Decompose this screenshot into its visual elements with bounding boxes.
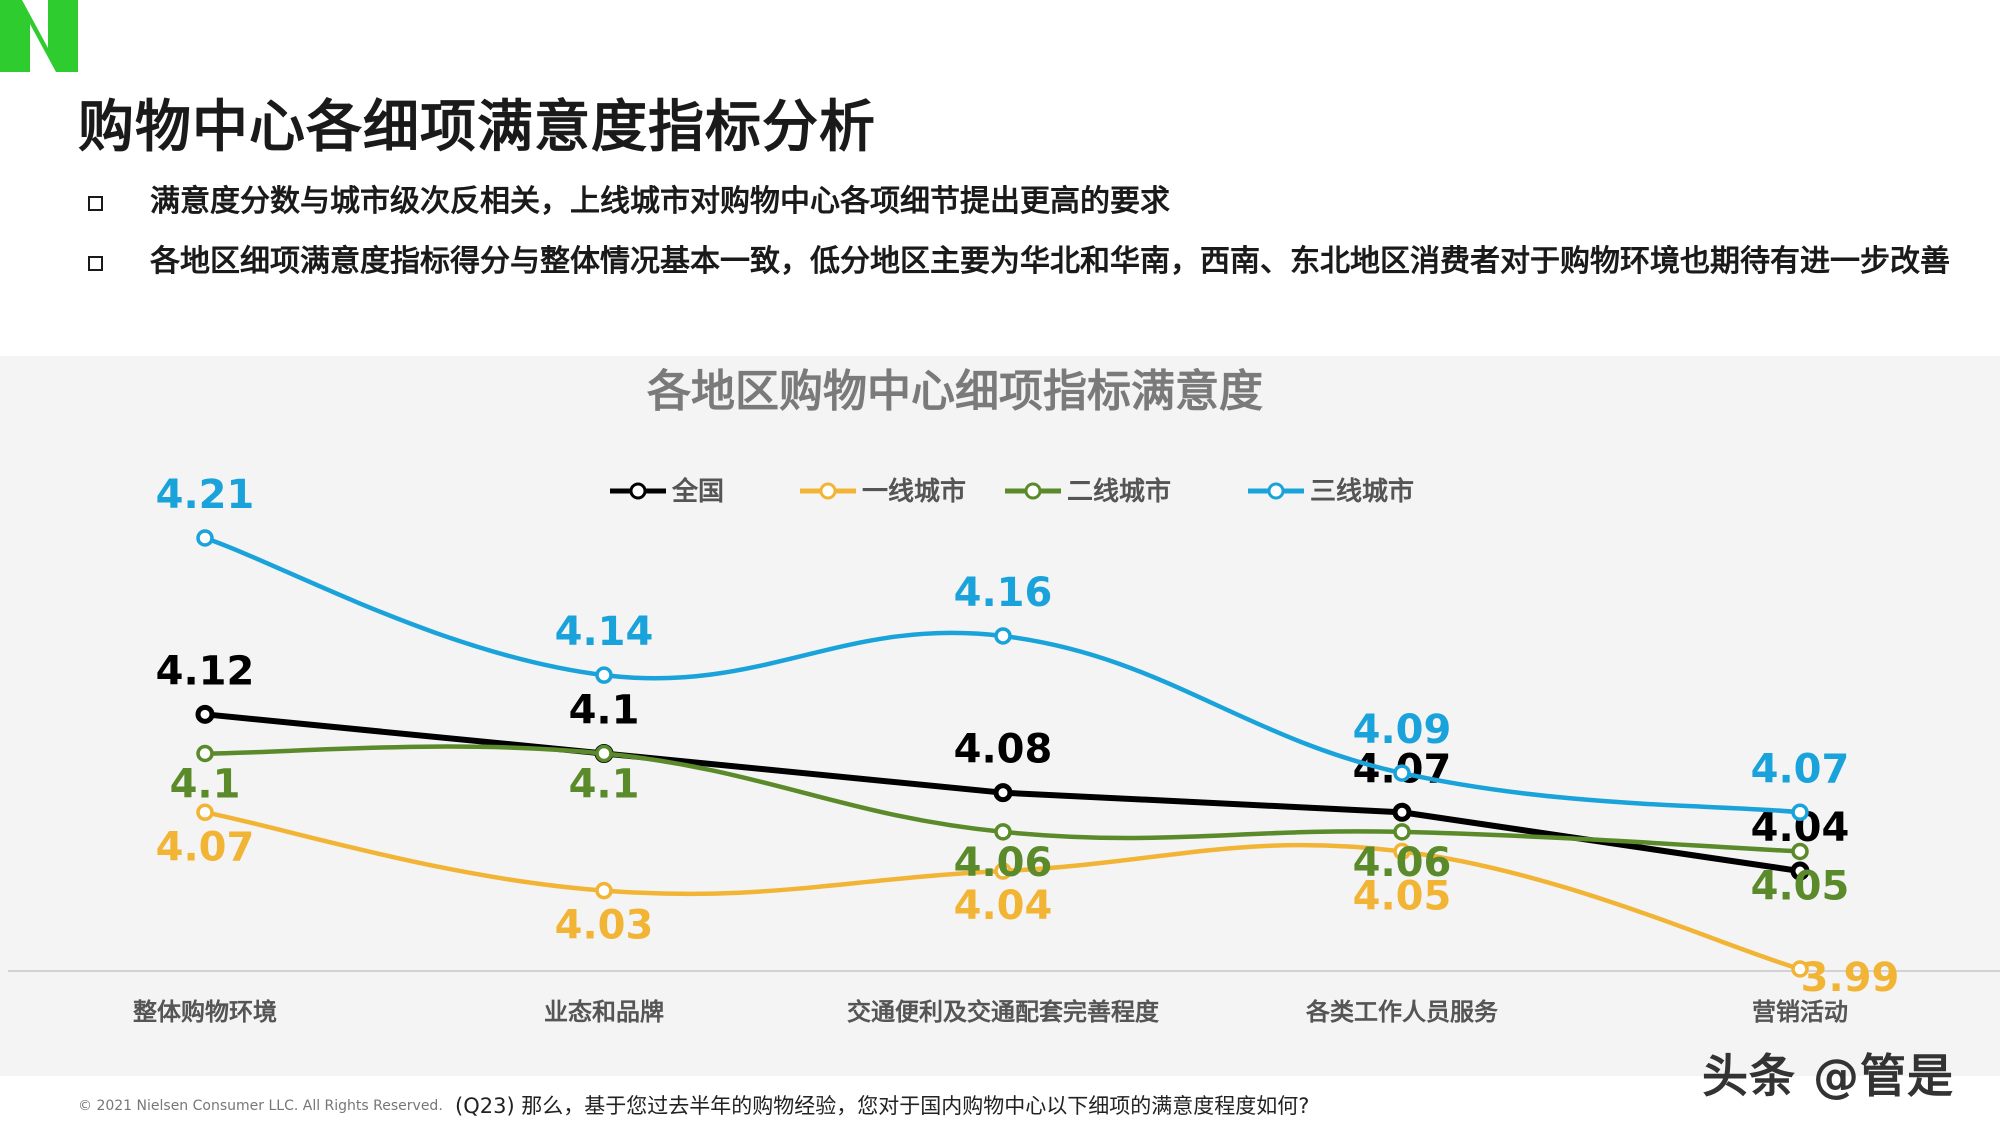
chart-title: 各地区购物中心细项指标满意度 xyxy=(647,366,1263,417)
bullet-item: 满意度分数与城市级次反相关，上线城市对购物中心各项细节提出更高的要求 xyxy=(88,172,1978,232)
bullet-square-icon xyxy=(88,196,103,211)
data-point-tier1 xyxy=(196,803,214,822)
data-point-tier2 xyxy=(994,823,1012,841)
data-point-tier3 xyxy=(595,666,613,684)
data-point-tier2 xyxy=(196,744,214,763)
data-point-tier3 xyxy=(994,627,1012,645)
bullet-list: 满意度分数与城市级次反相关，上线城市对购物中心各项细节提出更高的要求 各地区细项… xyxy=(88,172,1978,292)
data-label-tier3: 4.21 xyxy=(156,472,255,518)
data-point-tier3 xyxy=(1791,803,1809,822)
data-label-tier1: 4.03 xyxy=(555,903,654,949)
copyright: © 2021 Nielsen Consumer LLC. All Rights … xyxy=(78,1098,443,1114)
bullet-text: 各地区细项满意度指标得分与整体情况基本一致，低分地区主要为华北和华南，西南、东北… xyxy=(150,244,1950,279)
x-tick-label: 营销活动 xyxy=(1752,998,1848,1026)
data-label-tier2: 4.1 xyxy=(170,762,241,808)
legend-marker-national xyxy=(629,482,647,500)
data-label-tier3: 4.09 xyxy=(1353,707,1452,753)
bullet-item: 各地区细项满意度指标得分与整体情况基本一致，低分地区主要为华北和华南，西南、东北… xyxy=(88,232,1978,292)
chart-panel: 各地区购物中心细项指标满意度整体购物环境 业态和品牌 交通便利及交通配套完善程度 各类… xyxy=(0,356,2000,1076)
legend-label-tier2: 二线城市 xyxy=(1067,476,1171,507)
data-point-tier3 xyxy=(1393,764,1411,782)
bullet-text: 满意度分数与城市级次反相关，上线城市对购物中心各项细节提出更高的要求 xyxy=(150,184,1170,219)
question-note: (Q23) 那么，基于您过去半年的购物经验，您对于国内购物中心以下细项的满意度程… xyxy=(455,1094,1310,1118)
data-label-tier3: 4.14 xyxy=(555,609,654,655)
x-tick-label: 交通便利及交通配套完善程度 xyxy=(847,998,1160,1026)
data-label-tier1: 4.05 xyxy=(1353,873,1452,919)
data-label-tier1: 4.07 xyxy=(156,824,255,870)
x-tick-label: 整体购物环境 xyxy=(133,998,277,1026)
x-tick-label: 各类工作人员服务 xyxy=(1305,998,1499,1026)
data-label-tier3: 4.16 xyxy=(954,570,1053,616)
data-point-national xyxy=(993,783,1013,803)
data-label-national: 4.08 xyxy=(954,727,1053,773)
x-tick-label: 业态和品牌 xyxy=(544,998,664,1026)
legend-label-tier1: 一线城市 xyxy=(862,476,966,507)
data-point-tier1 xyxy=(994,862,1012,880)
legend-label-tier3: 三线城市 xyxy=(1310,476,1414,507)
data-point-national xyxy=(1392,802,1412,822)
bullet-square-icon xyxy=(88,256,103,271)
legend-marker-tier1 xyxy=(819,482,837,500)
legend-marker-tier3 xyxy=(1267,482,1285,500)
legend-marker-tier2 xyxy=(1024,482,1042,500)
data-label-tier2: 4.1 xyxy=(569,762,640,808)
nielsen-logo xyxy=(0,0,78,72)
data-point-national xyxy=(195,704,215,724)
data-label-tier2: 4.05 xyxy=(1751,863,1850,909)
data-point-tier2 xyxy=(1393,823,1411,841)
data-point-national xyxy=(1790,861,1810,881)
data-label-tier1: 4.04 xyxy=(954,883,1053,929)
data-label-tier1: 3.99 xyxy=(1801,955,1900,1001)
data-point-tier1 xyxy=(1393,842,1411,861)
data-label-tier2: 4.06 xyxy=(1353,840,1452,886)
legend-label-national: 全国 xyxy=(671,476,724,507)
data-point-tier2 xyxy=(595,744,613,763)
data-point-tier2 xyxy=(1791,842,1809,861)
page-title: 购物中心各细项满意度指标分析 xyxy=(78,95,876,160)
data-label-national: 4.12 xyxy=(156,648,255,694)
data-label-tier2: 4.06 xyxy=(954,840,1053,886)
data-point-tier3 xyxy=(196,529,214,547)
data-point-tier1 xyxy=(595,881,613,900)
data-label-national: 4.1 xyxy=(569,688,640,734)
watermark: 头条 @管是 xyxy=(1702,1049,1955,1103)
data-point-tier1 xyxy=(1791,960,1809,978)
data-label-tier3: 4.07 xyxy=(1751,746,1850,792)
